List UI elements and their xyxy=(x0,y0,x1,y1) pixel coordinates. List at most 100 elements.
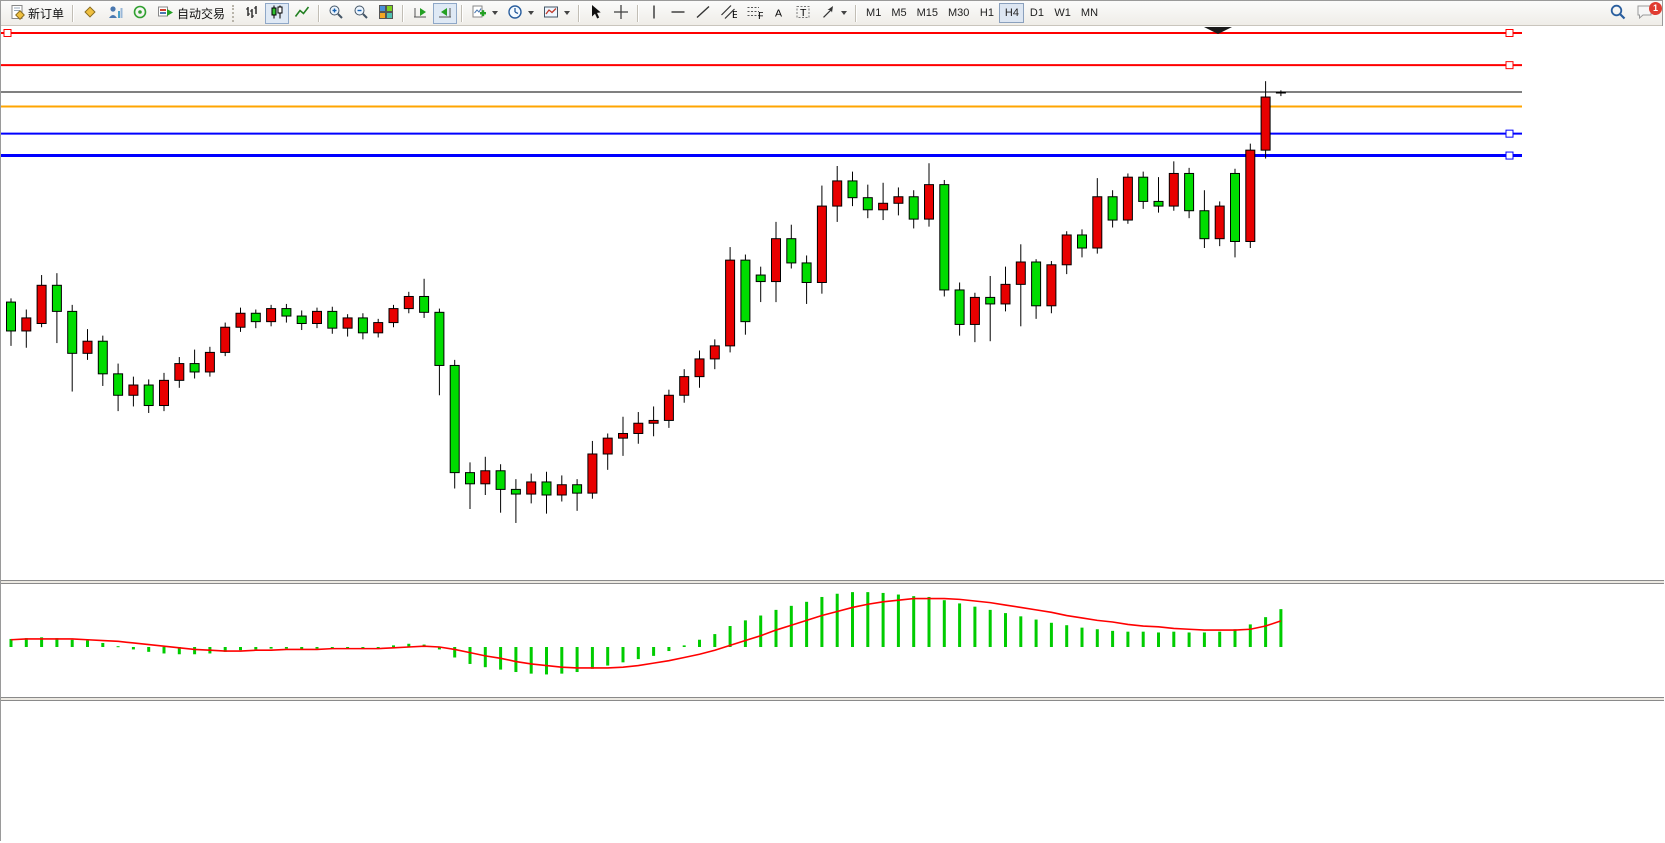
separator xyxy=(461,4,464,22)
timeframe-m5[interactable]: M5 xyxy=(886,3,911,23)
macd-bar xyxy=(40,637,44,647)
line-anchor[interactable] xyxy=(1505,61,1514,70)
label-t-icon: T xyxy=(795,4,811,23)
timeframe-h4[interactable]: H4 xyxy=(999,3,1025,23)
cursor-arrow-icon xyxy=(588,4,604,23)
timeframe-toolbar: M1 M5 M15 M30 H1 H4 D1 W1 MN xyxy=(861,3,1103,23)
text-button[interactable]: A xyxy=(768,3,790,24)
gbpusd-h4-chart[interactable] xyxy=(1,26,1664,843)
candle xyxy=(862,197,873,211)
macd-bar xyxy=(988,609,992,647)
indicators-button[interactable] xyxy=(467,3,502,24)
auto-trading-button[interactable]: 自动交易 xyxy=(153,3,229,24)
horizontal-line-button[interactable] xyxy=(666,3,690,24)
candle xyxy=(1031,261,1042,307)
new-order-button[interactable]: 新订单 xyxy=(5,3,68,24)
timeframe-m1[interactable]: M1 xyxy=(861,3,886,23)
macd-bar xyxy=(453,647,457,658)
candle xyxy=(174,363,185,381)
timeframe-m30[interactable]: M30 xyxy=(943,3,974,23)
macd-bar xyxy=(9,638,13,647)
chart-shift-button[interactable] xyxy=(433,2,458,24)
macd-bar xyxy=(1202,632,1206,647)
zoom-in-button[interactable] xyxy=(324,3,348,24)
macd-bar xyxy=(912,596,916,647)
svg-text:E: E xyxy=(732,9,737,20)
trendline-button[interactable] xyxy=(691,3,715,24)
timeframe-d1[interactable]: D1 xyxy=(1024,3,1049,23)
tile-windows-button[interactable] xyxy=(374,3,398,24)
macd-bar xyxy=(346,647,350,648)
timeframe-m15[interactable]: M15 xyxy=(912,3,943,23)
bar-chart-button[interactable] xyxy=(240,3,264,24)
periods-button[interactable] xyxy=(503,3,538,24)
pane-separator[interactable] xyxy=(1,580,1664,584)
chart-shift-marker[interactable] xyxy=(1204,27,1232,34)
text-label-button[interactable]: T xyxy=(791,3,815,24)
candle xyxy=(1199,210,1210,240)
line-chart-button[interactable] xyxy=(290,3,314,24)
macd-bar xyxy=(131,647,135,650)
add-indicator-icon xyxy=(471,4,487,23)
notifications-button[interactable]: 1 xyxy=(1632,1,1662,24)
navigator-button[interactable] xyxy=(128,3,152,24)
data-window-button[interactable] xyxy=(103,3,127,24)
timeframe-h1[interactable]: H1 xyxy=(974,3,999,23)
market-watch-button[interactable] xyxy=(78,3,102,24)
shapes-button[interactable] xyxy=(816,3,851,24)
macd-bar xyxy=(24,638,28,647)
candle xyxy=(82,340,93,354)
auto-scroll-icon xyxy=(412,4,428,23)
line-anchor[interactable] xyxy=(1505,151,1514,160)
candle xyxy=(755,274,766,283)
timeframe-mn[interactable]: MN xyxy=(1076,3,1103,23)
candle xyxy=(908,196,919,220)
new-order-icon xyxy=(9,4,25,23)
line-anchor[interactable] xyxy=(1505,29,1514,37)
chart-area[interactable] xyxy=(1,26,1664,843)
line-anchor[interactable] xyxy=(3,29,12,37)
macd-bar xyxy=(652,647,656,656)
candle xyxy=(327,310,338,329)
candle xyxy=(312,310,322,325)
candle xyxy=(602,437,613,455)
candlestick-chart-button[interactable] xyxy=(265,2,290,24)
fibonacci-button[interactable]: F xyxy=(742,3,767,24)
candle xyxy=(495,470,506,490)
cursor-button[interactable] xyxy=(584,3,608,24)
macd-bar xyxy=(162,647,166,654)
macd-bar xyxy=(70,639,74,647)
svg-text:T: T xyxy=(800,7,807,19)
equidistant-channel-button[interactable]: E xyxy=(716,3,741,24)
candles-layer xyxy=(6,81,1286,523)
templates-button[interactable] xyxy=(539,3,574,24)
crosshair-button[interactable] xyxy=(609,3,633,24)
macd-bar xyxy=(1065,625,1069,647)
macd-bar xyxy=(269,647,273,649)
pane-separator[interactable] xyxy=(1,697,1664,701)
level-lines-layer xyxy=(1,29,1522,160)
macd-bar xyxy=(1172,631,1176,647)
macd-bar xyxy=(851,592,854,647)
macd-bar xyxy=(468,647,472,664)
candle xyxy=(847,180,858,199)
zoom-out-button[interactable] xyxy=(349,3,373,24)
line-anchor[interactable] xyxy=(1505,129,1514,138)
search-button[interactable] xyxy=(1605,3,1631,24)
auto-scroll-button[interactable] xyxy=(408,3,432,24)
dropdown-caret xyxy=(528,11,535,15)
macd-bar xyxy=(514,647,518,673)
macd-bar xyxy=(1111,630,1115,647)
candle xyxy=(771,238,781,283)
candle xyxy=(633,422,644,434)
candle xyxy=(541,481,552,496)
macd-bar xyxy=(361,647,365,649)
candle xyxy=(1168,172,1179,207)
vertical-line-button[interactable] xyxy=(643,3,665,24)
signal-icon xyxy=(132,4,148,23)
macd-bar xyxy=(1157,632,1160,647)
candle xyxy=(1184,172,1195,212)
timeframe-w1[interactable]: W1 xyxy=(1049,3,1076,23)
macd-bar xyxy=(621,647,625,663)
candle xyxy=(1214,205,1225,240)
